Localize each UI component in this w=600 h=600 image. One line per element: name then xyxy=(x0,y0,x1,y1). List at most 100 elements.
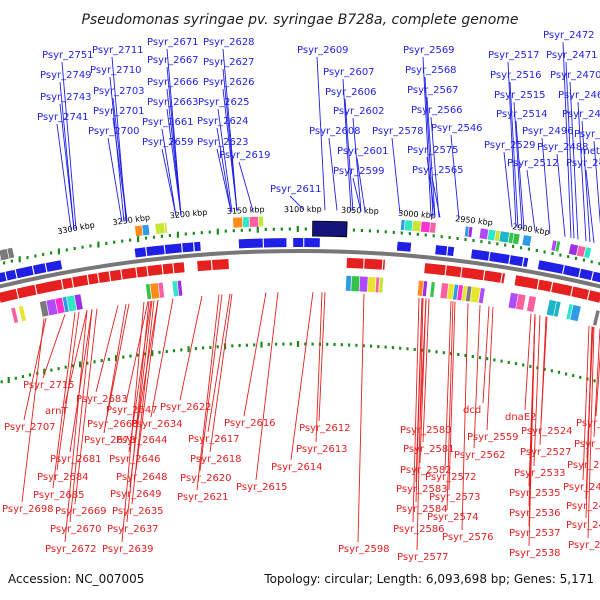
label-leader-line xyxy=(217,108,233,212)
label-leader-line xyxy=(315,292,323,443)
inner-tick-mark xyxy=(28,373,32,377)
gene-label: Psyr_2537 xyxy=(509,528,561,539)
outer-tick-mark xyxy=(144,236,148,240)
forward-gene-feature xyxy=(194,241,201,252)
inner-category-block xyxy=(39,300,49,317)
label-leader-line xyxy=(61,61,77,230)
gene-label: Psyr_2607 xyxy=(323,67,375,78)
outer-category-block xyxy=(242,217,250,228)
outer-tick-mark xyxy=(360,229,363,232)
gene-label: Psyr_2669 xyxy=(55,506,107,517)
outer-tick-mark xyxy=(352,228,355,232)
inner-tick-mark xyxy=(43,368,46,375)
label-leader-line xyxy=(524,313,532,411)
reverse-gene-feature xyxy=(61,277,73,290)
scale-label: 2950 kbp xyxy=(455,214,493,227)
label-leader-line xyxy=(419,298,427,464)
gene-label: Psyr_2649 xyxy=(110,489,162,500)
outer-category-block xyxy=(7,247,15,259)
gene-label: Psyr_2469 xyxy=(558,90,600,101)
label-leader-line xyxy=(450,134,460,220)
genome-backbone xyxy=(0,249,600,289)
forward-gene-feature xyxy=(146,245,165,256)
label-leader-line xyxy=(290,292,314,461)
label-leader-line xyxy=(430,116,440,218)
gene-label: Psyr_2512 xyxy=(507,158,559,169)
inner-tick-mark xyxy=(57,367,60,371)
outer-tick-mark xyxy=(50,251,53,255)
gene-label: Psyr_2646 xyxy=(109,454,161,465)
outer-tick-mark xyxy=(504,243,507,247)
reverse-gene-feature xyxy=(461,267,485,281)
label-leader-line xyxy=(352,117,362,212)
label-leader-line xyxy=(533,315,541,467)
label-leader-line xyxy=(509,81,519,229)
inner-category-block xyxy=(570,304,581,322)
gene-label: Psyr_2715 xyxy=(23,380,75,391)
label-leader-line xyxy=(587,327,595,539)
label-leader-line xyxy=(556,153,566,237)
label-leader-line xyxy=(581,120,591,243)
outer-tick-mark xyxy=(216,228,219,235)
inner-tick-mark xyxy=(151,350,154,357)
inner-tick-mark xyxy=(304,342,307,346)
inner-tick-mark xyxy=(64,365,67,369)
gene-label: Psyr_2663 xyxy=(147,97,199,108)
label-leader-line xyxy=(196,294,220,491)
outer-tick-mark xyxy=(582,258,585,262)
gene-label: Psyr_2586 xyxy=(393,524,445,535)
outer-category-block xyxy=(568,244,579,256)
label-leader-line xyxy=(582,325,590,481)
inner-tick-mark xyxy=(122,355,125,359)
outer-category-block xyxy=(508,232,514,244)
forward-gene-feature xyxy=(471,249,490,261)
outer-tick-mark xyxy=(129,238,132,242)
inner-tick-mark xyxy=(399,346,402,350)
outer-tick-mark xyxy=(113,240,116,244)
inner-category-block xyxy=(508,292,518,309)
gene-label: Psyr_2574 xyxy=(427,512,479,523)
label-leader-line xyxy=(528,314,536,547)
inner-tick-mark xyxy=(557,370,561,374)
inner-tick-mark xyxy=(522,363,525,367)
inner-tick-mark xyxy=(471,355,474,358)
inner-tick-mark xyxy=(115,355,118,362)
inner-tick-mark xyxy=(355,343,358,347)
label-leader-line xyxy=(585,326,593,519)
outer-category-block xyxy=(464,226,469,237)
gene-label: Psyr_2598 xyxy=(338,544,390,555)
gene-label: Psyr_2491 xyxy=(574,439,600,450)
outer-tick-mark xyxy=(232,229,235,233)
gene-label: arnT xyxy=(45,406,68,417)
outer-category-block xyxy=(420,221,431,233)
forward-gene-feature xyxy=(45,260,63,272)
inner-tick-mark xyxy=(209,345,212,349)
label-leader-line xyxy=(59,103,75,230)
gene-label: Psyr_2672 xyxy=(45,544,97,555)
outer-tick-mark xyxy=(480,240,483,244)
inner-tick-mark xyxy=(348,343,351,347)
outer-category-block xyxy=(249,216,259,227)
inner-tick-mark xyxy=(442,351,445,355)
gene-label: Psyr_2751 xyxy=(42,50,94,61)
reverse-gene-feature xyxy=(87,273,99,285)
reverse-gene-feature xyxy=(364,258,383,270)
forward-gene-feature xyxy=(579,268,593,281)
reverse-gene-feature xyxy=(0,288,18,303)
gene-label: Psyr_2635 xyxy=(112,506,164,517)
outer-tick-mark xyxy=(240,228,243,232)
inner-tick-mark xyxy=(136,353,139,357)
gene-label: Psyr_2517 xyxy=(488,50,540,61)
gene-label: Psyr_2623 xyxy=(197,137,249,148)
gene-label: Psyr_2684 xyxy=(37,472,89,483)
label-leader-line xyxy=(56,311,80,471)
label-leader-line xyxy=(539,316,547,446)
inner-category-block xyxy=(66,295,77,312)
gene-label: Psyr_2583 xyxy=(396,484,448,495)
label-leader-line xyxy=(444,301,452,471)
gene-label: Psyr_2599 xyxy=(333,166,385,177)
label-leader-line xyxy=(482,306,490,404)
